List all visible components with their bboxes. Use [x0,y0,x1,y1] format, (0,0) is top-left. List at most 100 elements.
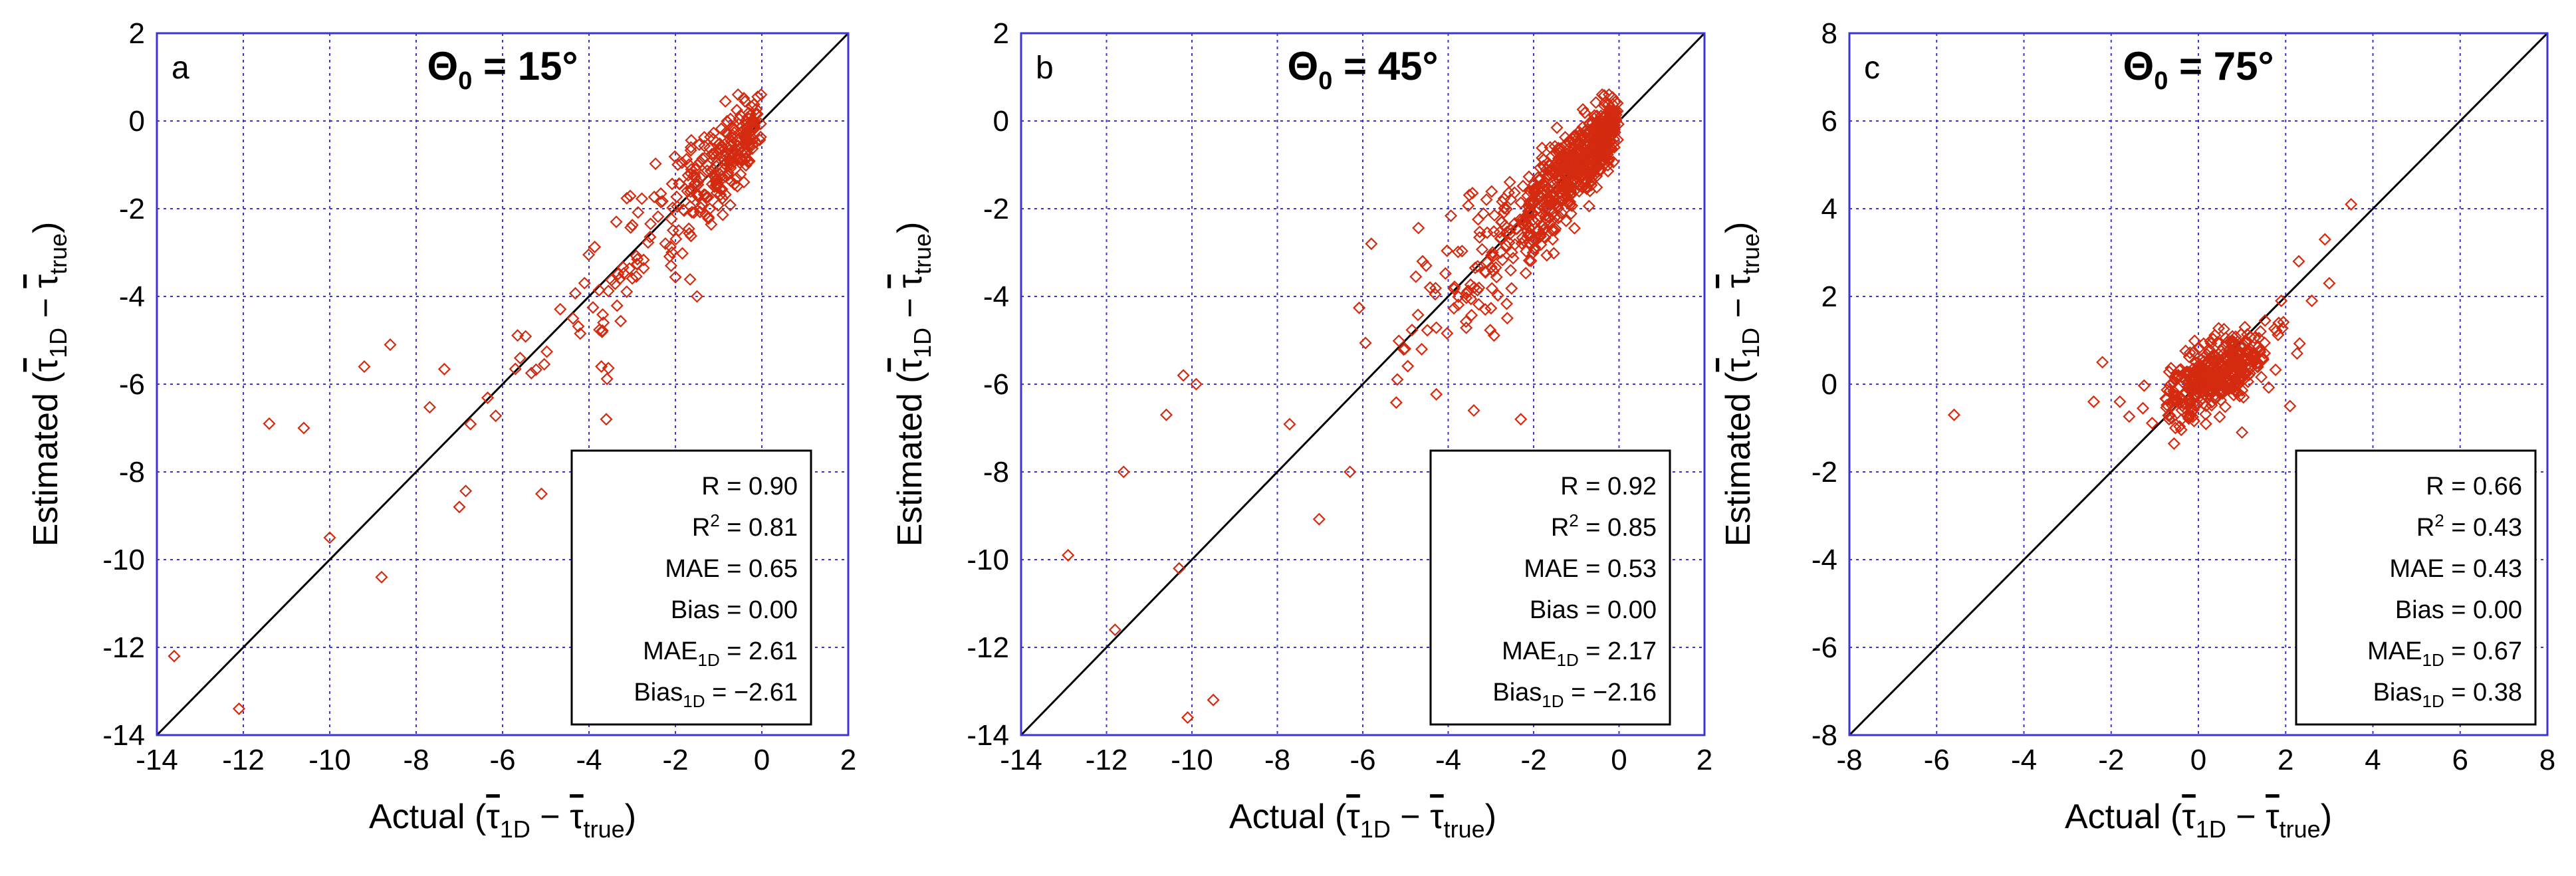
data-point [1537,160,1550,173]
data-point [737,92,751,105]
data-point [375,570,388,584]
stat-line: R = 0.92 [1560,473,1657,500]
data-point [1575,165,1588,179]
y-tick-label: -6 [119,368,145,401]
data-point [705,218,718,231]
data-point [582,248,596,261]
data-point [721,166,735,179]
data-point [1527,182,1540,195]
data-point [1497,206,1510,219]
data-point [358,360,371,374]
data-point [725,158,739,171]
data-point [489,409,503,423]
data-point [702,212,715,225]
stat-subscript: 1D [683,691,705,711]
stat-value: = 0.00 [720,596,798,624]
data-point [675,156,689,169]
data-point [2258,346,2272,360]
stats-box [570,449,812,726]
data-point [697,130,711,144]
data-point [1609,106,1622,119]
stat-value: = 2.61 [720,637,798,665]
y-tick-label: -2 [119,193,145,225]
data-point [1497,192,1510,205]
data-point [602,362,615,375]
data-point [596,324,609,337]
data-point [724,112,737,126]
data-point [1430,387,1443,401]
data-point [1590,169,1603,183]
data-point [626,272,639,285]
data-point [1596,110,1609,124]
panel-title: Θ0 = 75° [2123,44,2274,95]
y-tick-label: -6 [1812,631,1837,664]
data-point [2198,363,2211,376]
data-point [731,88,745,101]
data-point [1587,156,1601,169]
data-point [2254,325,2267,338]
axis-label-close: ) [891,222,929,233]
data-point [1389,396,1403,409]
data-point [2208,354,2222,368]
panel-title: Θ0 = 45° [1288,44,1439,95]
data-point [1552,143,1566,156]
data-point [1447,302,1461,315]
data-point [668,150,681,164]
title-value: = 75° [2168,44,2274,88]
data-point [749,136,762,149]
data-point [1544,141,1557,154]
data-point [1538,180,1552,193]
data-point [747,98,761,111]
y-tick-label: 0 [1821,368,1837,401]
data-point [1578,106,1591,120]
data-point [2174,423,2188,437]
data-point [1544,197,1558,211]
x-tick-label: 0 [2190,744,2206,776]
y-tick-label: -14 [102,719,145,752]
data-point [651,210,665,223]
y-tick-label: -6 [983,368,1009,401]
data-point [2269,363,2282,377]
data-point [2188,374,2202,387]
data-point [691,175,705,189]
stat-label: R [692,514,710,542]
data-point [742,106,755,120]
data-point [1465,308,1478,322]
data-point [2258,314,2272,327]
stat-label: Bias [2395,596,2444,624]
x-tick-label: -4 [576,744,602,776]
data-point [2215,384,2228,397]
stat-value: = 0.43 [2444,514,2522,542]
axis-label-sub: true [2280,816,2321,843]
stat-line: MAE = 0.43 [2389,555,2522,583]
data-point [715,183,728,197]
data-point [665,212,678,226]
x-tick-label: -6 [1349,744,1375,776]
data-point [697,188,711,201]
data-point [620,191,634,205]
stat-subscript: 1D [2422,691,2444,711]
axis-label-prefix: Actual ( [369,798,487,836]
data-point [1421,324,1434,337]
data-point [721,114,734,128]
data-point [614,314,628,328]
data-point [1471,213,1485,226]
data-point [669,271,682,284]
data-point [2345,197,2358,211]
data-point [703,142,716,155]
data-point [1606,105,1619,118]
data-point [2182,412,2196,425]
data-point [731,134,745,147]
x-tick-label: 0 [754,744,770,776]
data-point [602,284,615,298]
data-point [705,148,719,161]
data-point [1397,343,1411,356]
stat-value: = 0.81 [720,514,798,542]
data-point [1473,225,1486,239]
data-point [1445,209,1458,223]
data-point [1580,180,1593,193]
title-value: = 45° [1332,44,1438,88]
y-tick-label: -2 [1812,456,1837,489]
data-point [2180,365,2193,378]
data-point [2283,399,2297,413]
